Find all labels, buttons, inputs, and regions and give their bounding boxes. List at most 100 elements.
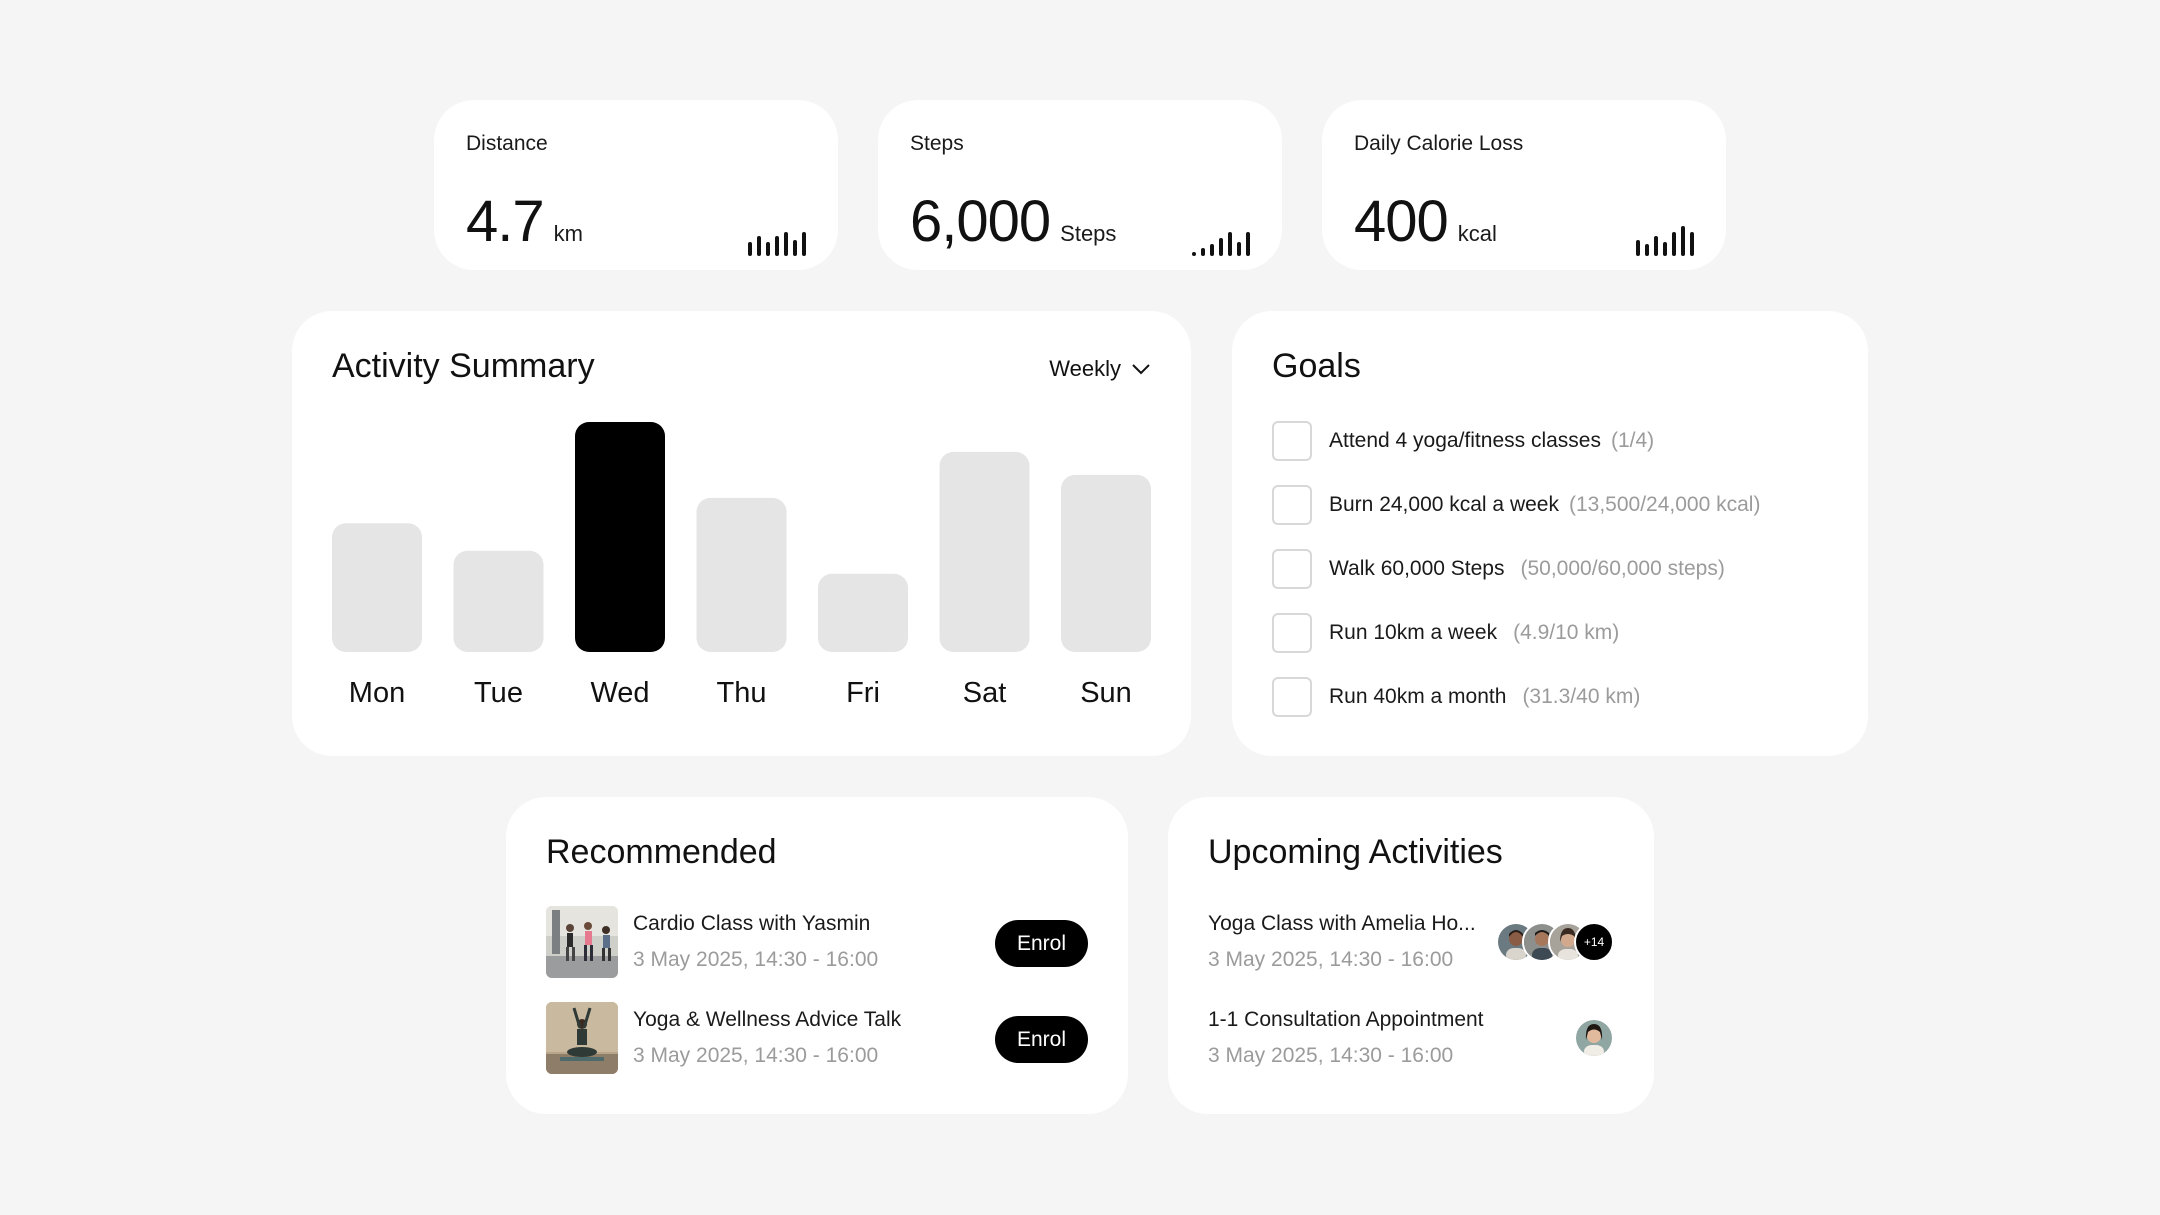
mini-bar	[757, 236, 761, 256]
activity-summary-card: Activity Summary Weekly Mon Tue Wed Thu Fri S…	[292, 311, 1191, 756]
stat-card-steps: Steps 6,000 Steps	[878, 100, 1282, 270]
recommended-item: Yoga & Wellness Advice Talk 3 May 2025, …	[546, 1002, 1088, 1074]
goal-checkbox[interactable]	[1272, 677, 1312, 717]
mini-bar	[1654, 236, 1658, 256]
goal-checkbox[interactable]	[1272, 549, 1312, 589]
upcoming-activities-card: Upcoming Activities Yoga Class with Amel…	[1168, 797, 1654, 1114]
more-participants-badge[interactable]: +14	[1574, 922, 1614, 962]
activity-summary-title: Activity Summary	[332, 347, 595, 385]
goal-text: Burn 24,000 kcal a week	[1329, 493, 1559, 516]
stat-unit: kcal	[1457, 221, 1497, 246]
x-tick-label: Sat	[963, 677, 1007, 709]
bar-tue[interactable]	[453, 550, 544, 652]
stat-value: 6,000	[910, 189, 1051, 254]
mini-bar	[748, 242, 752, 256]
chevron-down-icon	[1132, 364, 1150, 375]
mini-bar	[1210, 244, 1214, 256]
mini-bar	[1192, 252, 1196, 256]
upcoming-item[interactable]: 1-1 Consultation Appointment 3 May 2025,…	[1208, 1002, 1614, 1074]
stat-card-distance: Distance 4.7 km	[434, 100, 838, 270]
goal-item: Run 40km a month (31.3/40 km)	[1272, 677, 1640, 717]
upcoming-item-title: Yoga Class with Amelia Ho...	[1208, 912, 1476, 935]
upcoming-item-time: 3 May 2025, 14:30 - 16:00	[1208, 948, 1454, 971]
goal-progress: (13,500/24,000 kcal)	[1568, 493, 1761, 516]
x-tick-label: Tue	[474, 677, 523, 709]
mini-bar-icon	[748, 228, 806, 256]
stat-unit: Steps	[1060, 221, 1117, 246]
recommended-item-title: Cardio Class with Yasmin	[633, 912, 871, 935]
x-tick-label: Sun	[1080, 677, 1132, 709]
stat-title: Daily Calorie Loss	[1354, 132, 1524, 155]
upcoming-activities-title: Upcoming Activities	[1208, 833, 1503, 871]
goals-card: Goals Attend 4 yoga/fitness classes (1/4…	[1232, 311, 1868, 756]
bar-sun[interactable]	[1061, 474, 1151, 652]
upcoming-item-time: 3 May 2025, 14:30 - 16:00	[1208, 1044, 1454, 1067]
mini-bar	[1219, 238, 1223, 256]
stat-value-group: 4.7 km	[466, 188, 583, 255]
stat-value-group: 400 kcal	[1354, 188, 1497, 255]
goal-item: Burn 24,000 kcal a week (13,500/24,000 k…	[1272, 485, 1760, 525]
avatar	[1574, 1018, 1614, 1058]
mini-bar	[1228, 232, 1232, 256]
mini-bar	[766, 242, 770, 256]
mini-bar-icon	[1636, 226, 1694, 256]
mini-bar-icon	[1192, 228, 1250, 256]
mini-bar	[1645, 244, 1649, 256]
stat-card-calories: Daily Calorie Loss 400 kcal	[1322, 100, 1726, 270]
mini-bar	[1237, 242, 1241, 256]
recommended-card: Recommended Cardio Class with Yasmin 3 M…	[506, 797, 1128, 1114]
activity-bar-chart: Mon Tue Wed Thu Fri Sat Sun	[332, 422, 1151, 709]
mini-bar	[1636, 240, 1640, 256]
upcoming-item-title: 1-1 Consultation Appointment	[1208, 1008, 1484, 1031]
goal-text: Run 10km a week	[1329, 621, 1498, 644]
mini-bar	[1672, 232, 1676, 256]
period-dropdown-label: Weekly	[1049, 356, 1121, 381]
mini-bar	[1690, 232, 1694, 256]
stat-unit: km	[553, 221, 583, 246]
enrol-button[interactable]: Enrol	[995, 920, 1088, 967]
period-dropdown[interactable]: Weekly	[1049, 356, 1151, 382]
bar-mon[interactable]	[332, 523, 422, 652]
mini-bar	[802, 232, 806, 256]
bar-sat[interactable]	[939, 451, 1030, 652]
x-tick-label: Fri	[846, 677, 880, 709]
mini-bar	[1663, 242, 1667, 256]
goal-checkbox[interactable]	[1272, 613, 1312, 653]
goal-text: Walk 60,000 Steps	[1329, 557, 1505, 580]
goal-item: Run 10km a week (4.9/10 km)	[1272, 613, 1619, 653]
mini-bar	[775, 236, 779, 256]
goal-progress: (1/4)	[1611, 429, 1655, 452]
goal-item: Walk 60,000 Steps (50,000/60,000 steps)	[1272, 549, 1725, 589]
cardio-class-thumbnail	[546, 906, 618, 978]
mini-bar	[784, 232, 788, 256]
stat-title: Distance	[466, 132, 548, 155]
enrol-button[interactable]: Enrol	[995, 1016, 1088, 1063]
upcoming-item[interactable]: Yoga Class with Amelia Ho... 3 May 2025,…	[1208, 906, 1614, 978]
goal-progress: (4.9/10 km)	[1513, 621, 1620, 644]
participant-avatars	[1574, 1018, 1614, 1058]
goal-text: Attend 4 yoga/fitness classes	[1329, 429, 1601, 452]
bar-wed[interactable]	[575, 422, 665, 652]
x-tick-label: Wed	[590, 677, 649, 709]
mini-bar	[1201, 248, 1205, 256]
stat-title: Steps	[910, 132, 964, 155]
participant-avatars: +14	[1496, 922, 1614, 962]
x-tick-label: Thu	[717, 677, 767, 709]
recommended-item-time: 3 May 2025, 14:30 - 16:00	[633, 1044, 879, 1067]
goal-text: Run 40km a month	[1329, 685, 1507, 708]
goal-progress: (31.3/40 km)	[1522, 685, 1641, 708]
mini-bar	[793, 240, 797, 256]
bar-thu[interactable]	[696, 497, 787, 652]
mini-bar	[1246, 232, 1250, 256]
goal-progress: (50,000/60,000 steps)	[1520, 557, 1725, 580]
stat-value: 4.7	[466, 189, 545, 254]
goal-checkbox[interactable]	[1272, 421, 1312, 461]
recommended-title: Recommended	[546, 833, 777, 871]
x-tick-label: Mon	[349, 677, 405, 709]
goals-title: Goals	[1272, 347, 1361, 385]
mini-bar	[1681, 226, 1685, 256]
stat-value-group: 6,000 Steps	[910, 188, 1116, 255]
bar-fri[interactable]	[818, 573, 908, 652]
recommended-item: Cardio Class with Yasmin 3 May 2025, 14:…	[546, 906, 1088, 978]
goal-checkbox[interactable]	[1272, 485, 1312, 525]
